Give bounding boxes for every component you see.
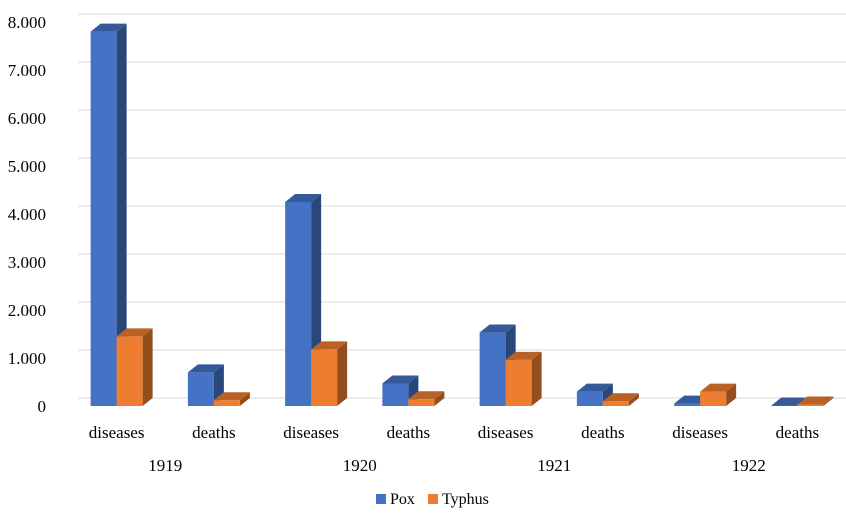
y-axis-ticks: 0 1.000 2.000 3.000 4.000 5.000 6.000 7.000 8.00… <box>8 13 46 416</box>
legend-swatch-pox <box>376 494 386 504</box>
bar-pox <box>771 405 798 407</box>
x-category-label: diseases <box>478 423 534 442</box>
x-category-label: deaths <box>581 423 624 442</box>
y-tick-label: 6.000 <box>8 109 46 128</box>
bars <box>90 23 834 407</box>
bar-pox <box>187 372 214 406</box>
x-category-label: diseases <box>283 423 339 442</box>
bar-top-typhus <box>116 328 153 337</box>
legend: Pox Typhus <box>376 491 489 508</box>
bar-top-pox <box>285 194 322 202</box>
bar-top-typhus <box>505 351 542 360</box>
bar-top-typhus <box>602 393 639 402</box>
bar-top-typhus <box>797 396 834 405</box>
x-group-label: 1920 <box>343 456 377 475</box>
x-group-label: 1922 <box>732 456 766 475</box>
bar-top-typhus <box>408 391 445 400</box>
bar-top-typhus <box>311 341 348 350</box>
bar-typhus <box>700 391 727 406</box>
bar-side-typhus <box>531 351 542 406</box>
bar-side-typhus <box>726 383 737 406</box>
y-tick-label: 8.000 <box>8 13 46 32</box>
x-category-label: diseases <box>89 423 145 442</box>
bar-top-pox <box>90 23 127 32</box>
bar-side-typhus <box>628 393 639 406</box>
bar-pox <box>576 391 603 406</box>
bar-side-typhus <box>337 341 348 406</box>
x-axis-labels: diseases deaths diseases deaths diseases deat… <box>89 423 819 475</box>
y-tick-label: 3.000 <box>8 253 46 272</box>
bar-pox <box>90 31 117 406</box>
bar-typhus <box>116 336 143 406</box>
bar-top-pox <box>382 375 419 384</box>
bar-typhus <box>797 404 824 406</box>
x-category-label: deaths <box>387 423 430 442</box>
bar-pox <box>674 403 701 406</box>
y-tick-label: 5.000 <box>8 157 46 176</box>
bar-side-typhus <box>142 328 153 406</box>
bar-side-typhus <box>434 391 445 406</box>
y-tick-label: 0 <box>38 397 47 416</box>
bar-top-pox <box>576 383 613 392</box>
x-group-label: 1921 <box>537 456 571 475</box>
y-tick-label: 4.000 <box>8 205 46 224</box>
bar-pox <box>382 383 409 406</box>
legend-label-pox: Pox <box>390 491 415 508</box>
bar-top-pox <box>187 364 224 373</box>
legend-label-typhus: Typhus <box>442 491 489 508</box>
y-tick-label: 7.000 <box>8 61 46 80</box>
bar-top-typhus <box>213 392 250 401</box>
bar-typhus <box>505 359 532 406</box>
x-category-label: diseases <box>672 423 728 442</box>
bar-typhus <box>602 401 629 406</box>
bar-top-typhus <box>700 383 737 392</box>
bar-typhus <box>213 400 240 406</box>
x-category-label: deaths <box>776 423 819 442</box>
bar-top-pox <box>479 324 516 333</box>
bar-side-typhus <box>823 396 834 406</box>
bar-top-pox <box>771 397 808 406</box>
bar-side-typhus <box>239 392 250 406</box>
gridlines <box>78 13 846 399</box>
legend-swatch-typhus <box>428 494 438 504</box>
x-category-label: deaths <box>192 423 235 442</box>
bar-pox <box>285 202 312 406</box>
bar-pox <box>479 332 506 406</box>
x-group-label: 1919 <box>148 456 182 475</box>
bar-typhus <box>311 349 338 406</box>
y-tick-label: 2.000 <box>8 301 46 320</box>
y-tick-label: 1.000 <box>8 349 46 368</box>
bar-typhus <box>408 399 435 406</box>
bar-side-pox <box>116 23 127 406</box>
